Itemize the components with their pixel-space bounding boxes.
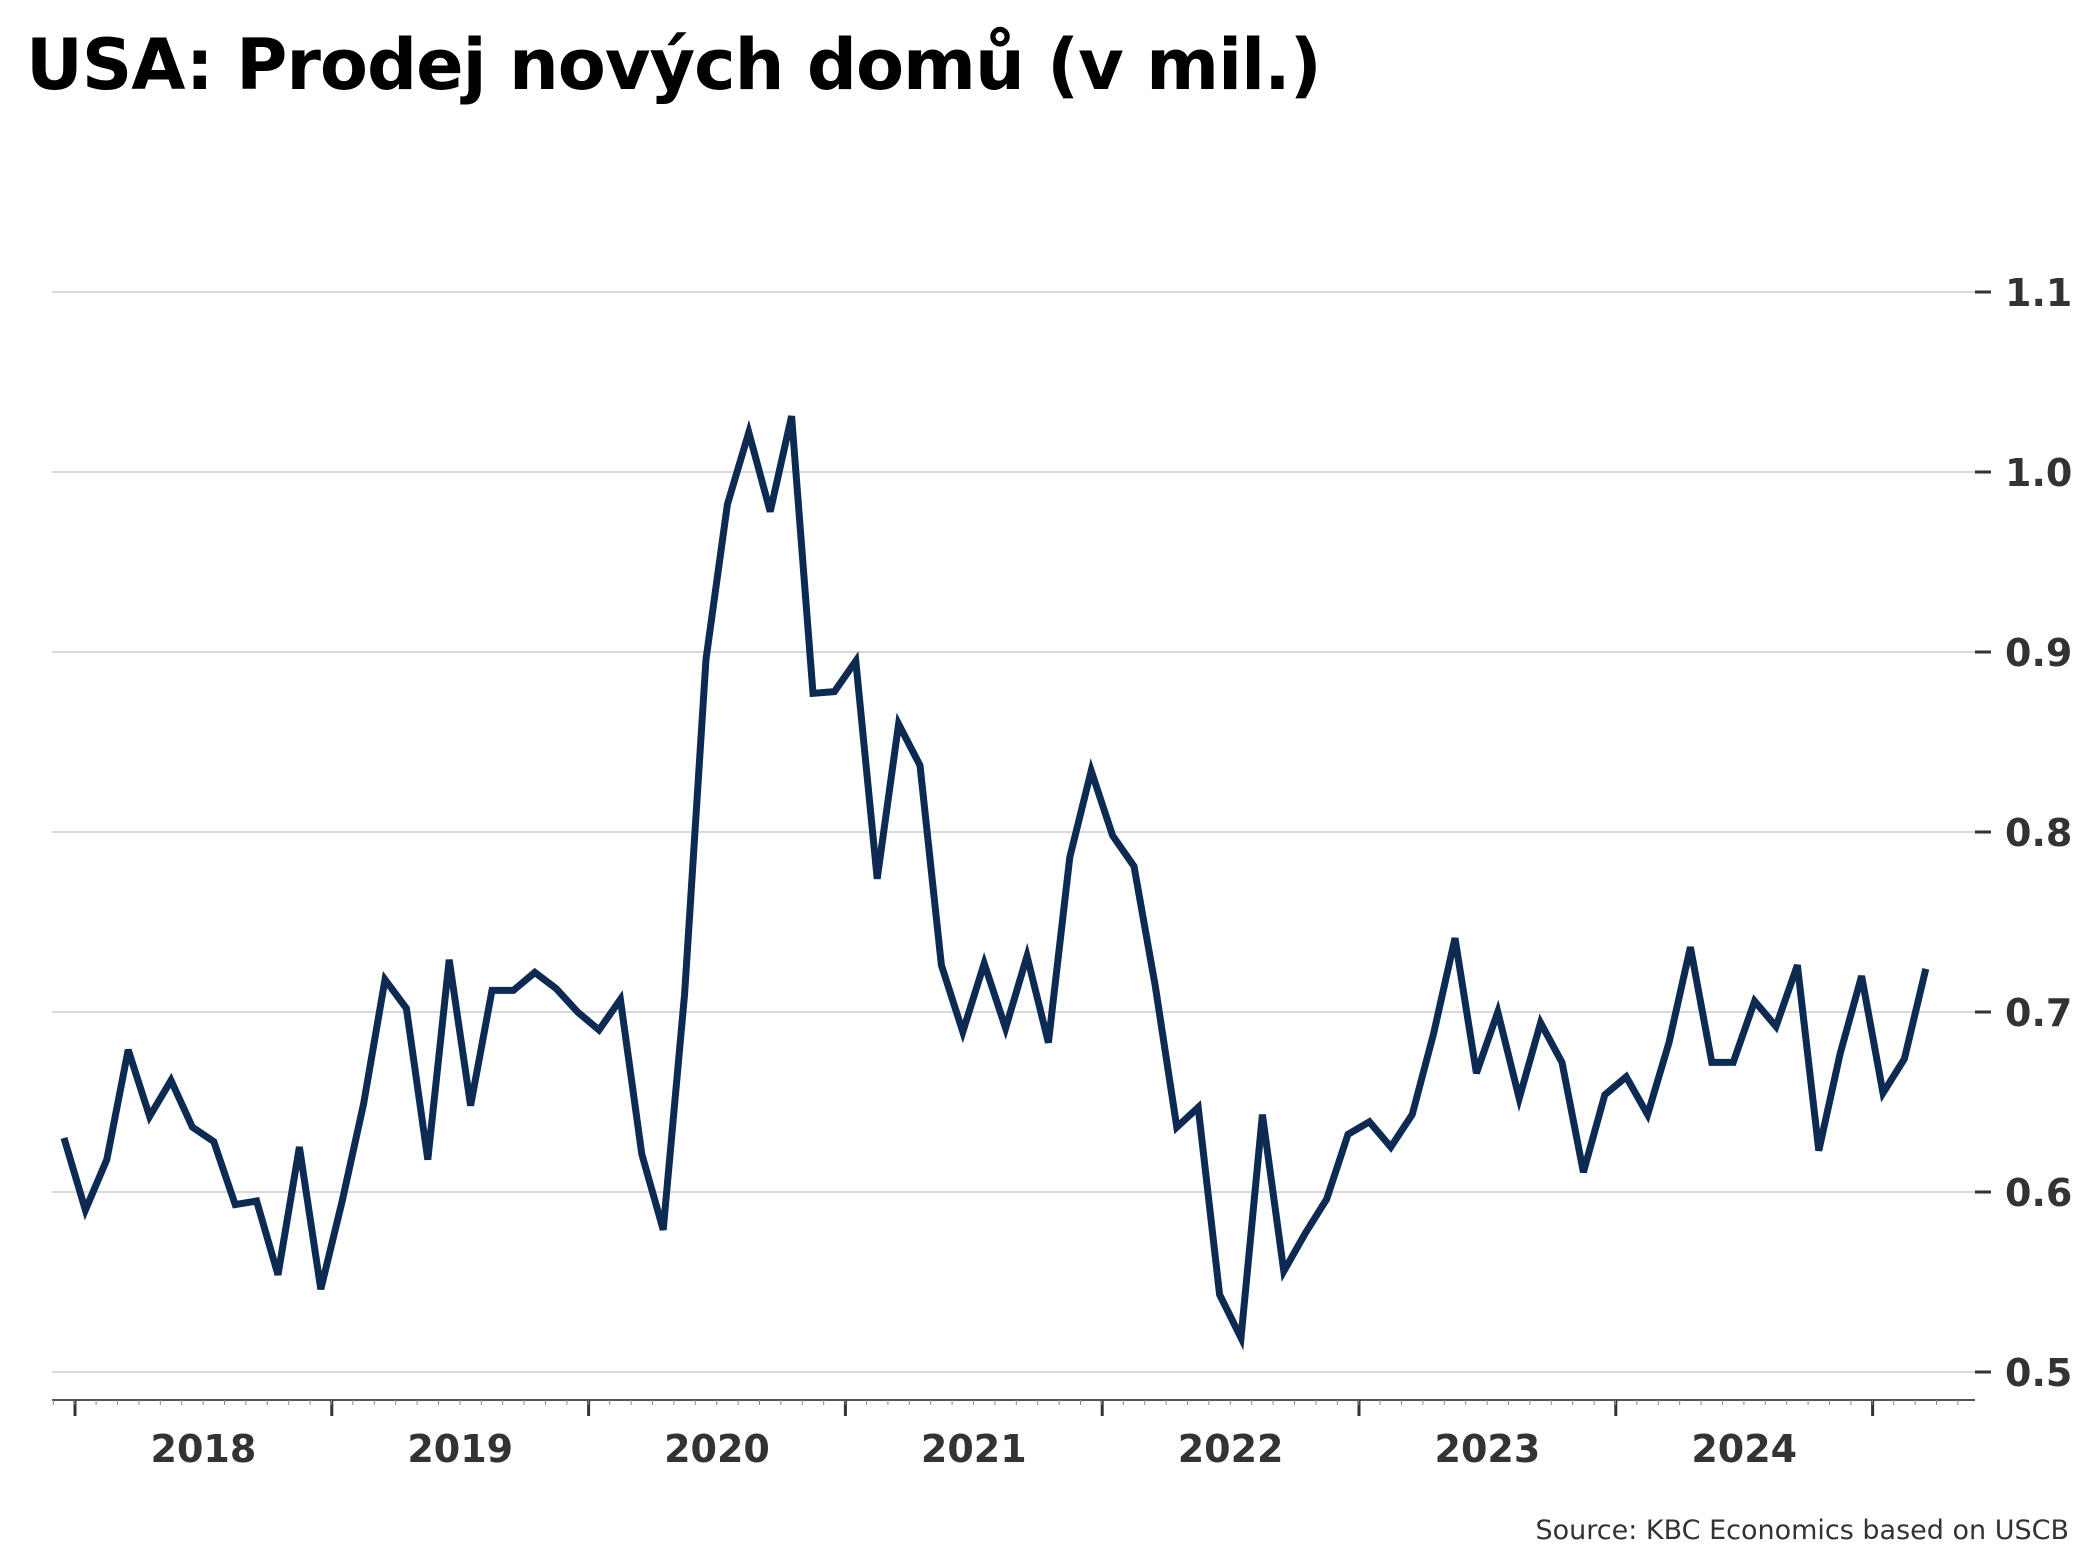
x-tick-label: 2022: [1178, 1427, 1284, 1471]
y-tick-label: 0.6: [2005, 1171, 2072, 1215]
axes: [52, 290, 1991, 1416]
series: [60, 415, 1930, 1351]
chart-title: USA: Prodej nových domů (v mil.): [26, 24, 1322, 106]
x-tick-label: 2024: [1691, 1427, 1797, 1471]
x-tick-label: 2023: [1435, 1427, 1541, 1471]
x-tick-label: 2018: [151, 1427, 257, 1471]
x-tick-label: 2021: [921, 1427, 1027, 1471]
series-line: [60, 415, 1930, 1351]
source-note: Source: KBC Economics based on USCB: [1535, 1515, 2069, 1546]
x-tick-label: 2019: [407, 1427, 513, 1471]
y-tick-label: 0.9: [2005, 631, 2072, 675]
y-tick-label: 0.7: [2005, 991, 2072, 1035]
y-tick-label: 1.0: [2005, 451, 2072, 495]
y-tick-label: 0.8: [2005, 811, 2072, 855]
tick-labels: 0.5 0.6 0.7 0.8 0.9 1.0 1.1 2018 2019 2020 2021 202…: [151, 271, 2073, 1471]
y-tick-label: 0.5: [2005, 1351, 2072, 1395]
x-tick-label: 2020: [664, 1427, 770, 1471]
y-tick-label: 1.1: [2005, 271, 2072, 315]
